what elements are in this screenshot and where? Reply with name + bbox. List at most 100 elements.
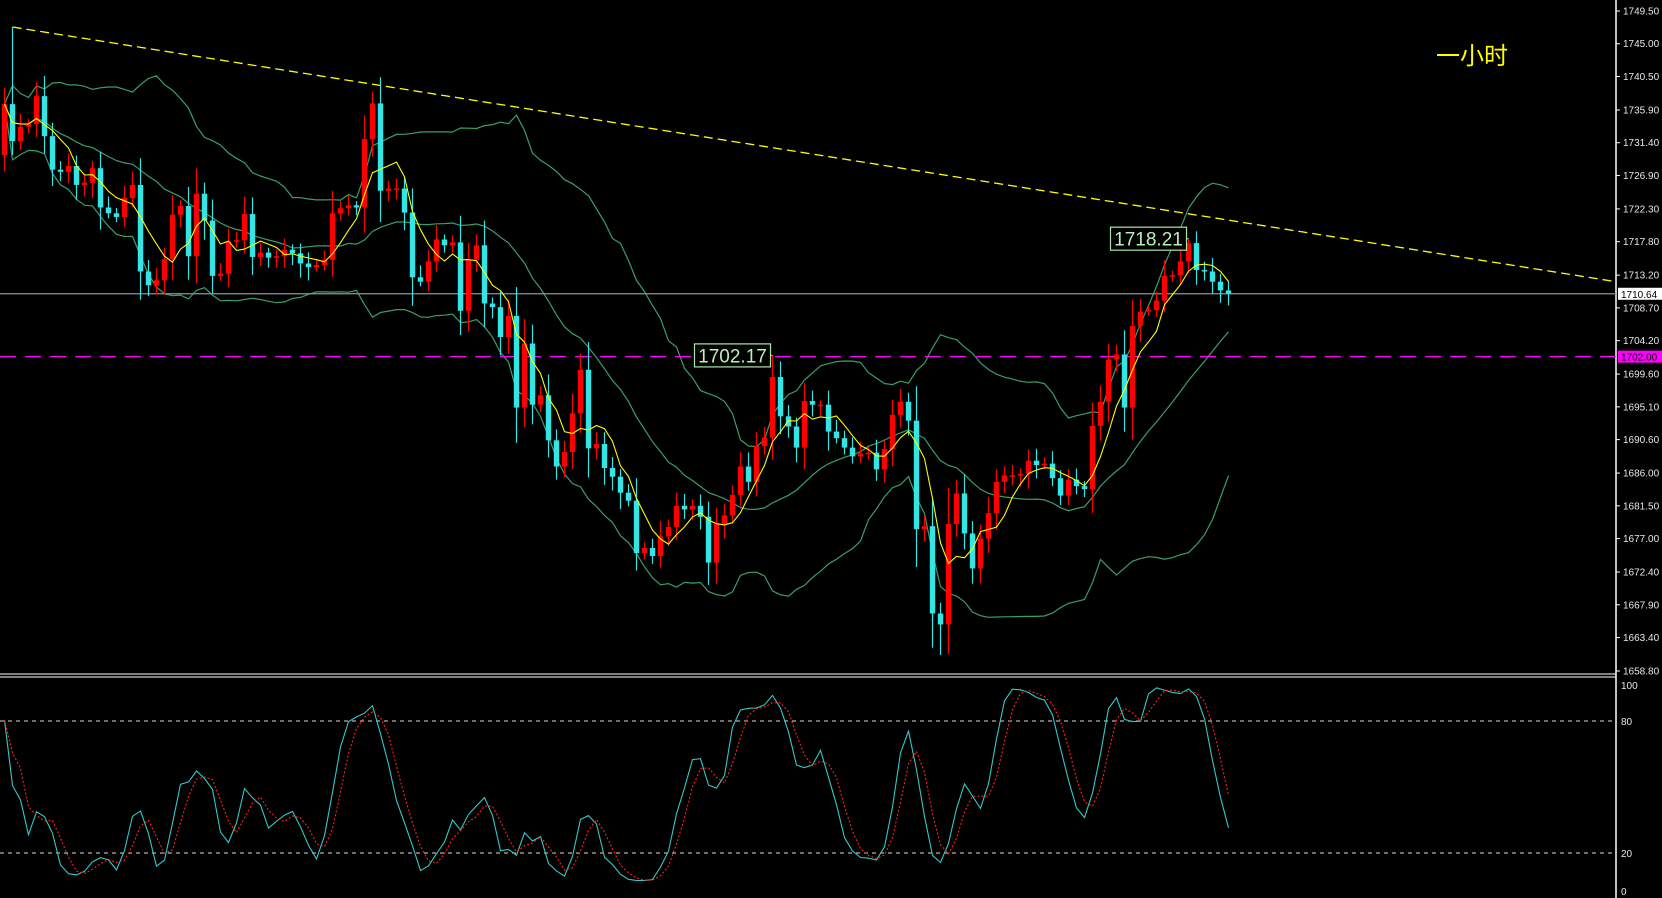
candle	[369, 91, 376, 157]
candle	[993, 469, 1000, 530]
candle	[1209, 258, 1216, 294]
candle	[329, 190, 336, 277]
candle-body	[865, 452, 872, 455]
candle	[1089, 402, 1096, 513]
candle	[129, 171, 136, 208]
candle	[609, 457, 616, 491]
candle-body	[89, 168, 96, 183]
oscillator-tick-label: 0	[1621, 887, 1627, 898]
candle-body	[153, 280, 160, 286]
candle-body	[33, 96, 40, 124]
y-tick-label: 1735.90	[1623, 105, 1660, 116]
candle	[49, 122, 56, 187]
candle-body	[1145, 310, 1152, 312]
candle	[617, 469, 624, 510]
candle	[169, 194, 176, 280]
candle-body	[769, 377, 776, 438]
candle-body	[41, 96, 48, 137]
candle-body	[729, 494, 736, 516]
candle-body	[569, 413, 576, 452]
candle	[361, 115, 368, 233]
candle-body	[641, 548, 648, 554]
candle-body	[105, 207, 112, 214]
candle	[761, 427, 768, 455]
candle-body	[681, 505, 688, 510]
candle-body	[121, 198, 128, 217]
candle-body	[1081, 486, 1088, 490]
candle	[665, 519, 672, 547]
candle	[217, 262, 224, 281]
candle-body	[185, 206, 192, 257]
candle	[873, 439, 880, 481]
candle-body	[313, 264, 320, 268]
candle-body	[417, 277, 424, 282]
candle	[465, 242, 472, 332]
candle	[209, 199, 216, 294]
candle-body	[225, 241, 232, 274]
candle-body	[961, 493, 968, 534]
candle-body	[481, 245, 488, 304]
candle	[1193, 231, 1200, 285]
candle	[745, 452, 752, 491]
candle	[561, 441, 568, 478]
candle-body	[1153, 300, 1160, 311]
candle-body	[705, 516, 712, 563]
candle-body	[401, 188, 408, 213]
candle-body	[721, 515, 728, 525]
candle	[1169, 270, 1176, 282]
candle-body	[193, 193, 200, 257]
candle	[601, 432, 608, 485]
annotation-box	[1109, 226, 1188, 251]
candle	[25, 118, 32, 134]
candle-body	[1, 104, 8, 156]
candle	[705, 501, 712, 585]
candle	[1009, 465, 1016, 486]
candle-body	[65, 165, 72, 172]
candle-body	[617, 476, 624, 493]
candle	[225, 228, 232, 287]
candle-body	[873, 452, 880, 470]
candle	[65, 153, 72, 183]
candle	[1121, 330, 1128, 432]
oscillator-tick-label: 20	[1621, 849, 1633, 860]
candle-body	[937, 613, 944, 625]
current-price-tag: 1710.64	[1621, 290, 1658, 301]
candle	[537, 386, 544, 413]
candle	[1185, 238, 1192, 274]
candle	[849, 437, 856, 464]
moving-average-line	[3, 103, 1229, 565]
candle-body	[265, 252, 272, 258]
candle	[425, 250, 432, 292]
candle-body	[137, 184, 144, 272]
candle	[1177, 250, 1184, 286]
candle	[929, 499, 936, 648]
candle	[1073, 468, 1080, 495]
candle-body	[1065, 479, 1072, 496]
candle-body	[1097, 401, 1104, 426]
candle-body	[73, 165, 80, 185]
candle-body	[761, 437, 768, 447]
candle-body	[833, 431, 840, 439]
candle	[1057, 470, 1064, 506]
candle	[113, 208, 120, 223]
y-tick-label: 1740.50	[1623, 72, 1660, 83]
candle-body	[809, 401, 816, 405]
candle	[1097, 385, 1104, 441]
candle	[713, 507, 720, 584]
candle-body	[801, 401, 808, 448]
candle	[1, 87, 8, 172]
candle-body	[585, 369, 592, 449]
candle-body	[545, 395, 552, 441]
candle-body	[537, 395, 544, 405]
candle-body	[529, 343, 536, 405]
y-tick-label: 1717.80	[1623, 237, 1660, 248]
candle-body	[369, 103, 376, 140]
candle	[1153, 291, 1160, 317]
candle	[937, 602, 944, 655]
y-tick-label: 1667.90	[1623, 600, 1660, 611]
candle-body	[17, 126, 24, 142]
candle-body	[281, 249, 288, 257]
candle-body	[353, 205, 360, 208]
candle	[353, 201, 360, 216]
